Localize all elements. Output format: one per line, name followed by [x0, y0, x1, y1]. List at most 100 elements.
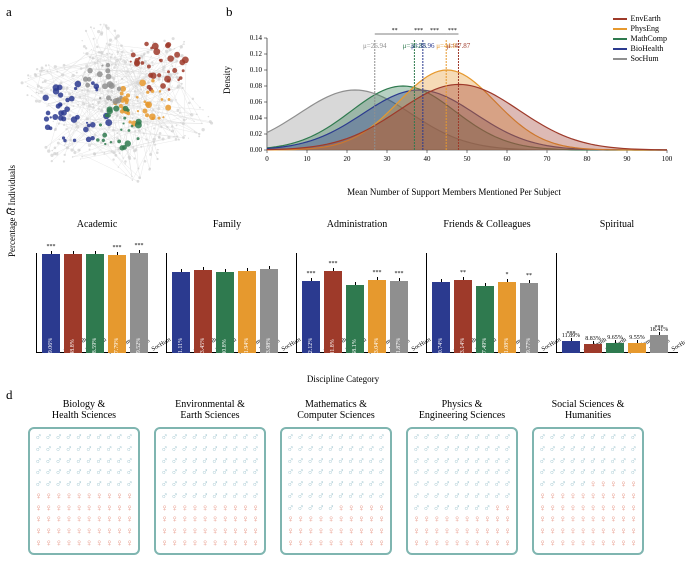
person-icon: ♂ [367, 480, 376, 491]
bar-facet: Spiritual11.89%BioHealth***8.83%EnvEarth… [556, 233, 678, 353]
person-icon: ♀ [568, 538, 577, 549]
person-icon: ♀ [105, 527, 114, 538]
person-icon: ♀ [95, 515, 104, 526]
bar: 83.98% [260, 269, 278, 353]
person-icon: ♀ [367, 515, 376, 526]
person-icon: ♀ [619, 503, 628, 514]
person-icon: ♂ [337, 433, 346, 444]
panel-a-label: a [6, 4, 12, 20]
person-icon: ♀ [115, 527, 124, 538]
person-icon: ♀ [170, 515, 179, 526]
person-icon: ♂ [473, 456, 482, 467]
bar: 11.89% [562, 341, 580, 353]
person-icon: ♂ [337, 468, 346, 479]
person-icon: ♂ [115, 445, 124, 456]
svg-text:**: ** [392, 28, 398, 34]
person-icon: ♂ [629, 433, 638, 444]
person-icon: ♂ [538, 445, 547, 456]
person-icon: ♂ [296, 491, 305, 502]
bar-value-label: 80.8% [222, 339, 228, 355]
person-icon: ♀ [578, 491, 587, 502]
person-icon: ♀ [85, 491, 94, 502]
svg-text:20: 20 [344, 155, 352, 163]
person-icon: ♂ [609, 456, 618, 467]
person-icon: ♂ [64, 456, 73, 467]
person-icon: ♀ [190, 515, 199, 526]
person-icon: ♂ [493, 445, 502, 456]
person-icon: ♂ [357, 433, 366, 444]
bar-facets: Percentage of Individuals Discipline Cat… [18, 215, 668, 380]
person-icon: ♀ [221, 538, 230, 549]
person-icon: ♀ [493, 503, 502, 514]
bar-value-label: 67.49% [482, 338, 488, 357]
person-icon: ♂ [548, 456, 557, 467]
person-icon: ♀ [589, 527, 598, 538]
person-icon: ♂ [74, 433, 83, 444]
pictogram-box: ♂♂♂♂♂♂♂♂♂♂♂♂♂♂♂♂♂♂♂♂♂♂♂♂♂♂♂♂♂♂♂♂♂♂♂♂♂♂♂♂… [154, 427, 266, 555]
person-icon: ♂ [326, 503, 335, 514]
person-icon: ♂ [367, 433, 376, 444]
person-icon: ♂ [316, 445, 325, 456]
person-icon: ♀ [190, 538, 199, 549]
person-icon: ♂ [221, 433, 230, 444]
person-icon: ♂ [493, 433, 502, 444]
person-icon: ♂ [286, 491, 295, 502]
person-icon: ♂ [241, 491, 250, 502]
person-icon: ♂ [432, 468, 441, 479]
x-category: SocHum [671, 337, 685, 353]
person-icon: ♂ [483, 503, 492, 514]
person-icon: ♀ [251, 503, 260, 514]
person-icon: ♂ [568, 433, 577, 444]
legend-item: BioHealth [613, 44, 667, 53]
person-icon: ♂ [180, 456, 189, 467]
person-icon: ♂ [463, 456, 472, 467]
person-icon: ♂ [503, 480, 512, 491]
person-icon: ♀ [241, 527, 250, 538]
person-icon: ♀ [115, 503, 124, 514]
person-icon: ♀ [74, 527, 83, 538]
person-icon: ♂ [548, 480, 557, 491]
person-icon: ♂ [125, 445, 134, 456]
person-icon: ♀ [286, 515, 295, 526]
person-icon: ♀ [85, 515, 94, 526]
pictogram-title: Social Sciences &Humanities [528, 397, 648, 423]
svg-text:μ=38.96: μ=38.96 [411, 42, 435, 50]
person-icon: ♀ [619, 491, 628, 502]
person-icon: ♀ [85, 538, 94, 549]
pictogram-group: Mathematics &Computer Sciences♂♂♂♂♂♂♂♂♂♂… [276, 397, 396, 555]
person-icon: ♂ [54, 433, 63, 444]
person-icon: ♂ [609, 445, 618, 456]
person-icon: ♀ [200, 538, 209, 549]
person-icon: ♀ [538, 538, 547, 549]
person-icon: ♀ [44, 515, 53, 526]
person-icon: ♂ [85, 480, 94, 491]
bar: 98.59% [86, 254, 104, 353]
bar: 73.04% [368, 280, 386, 353]
person-icon: ♂ [231, 456, 240, 467]
person-icon: ♂ [286, 480, 295, 491]
person-icon: ♀ [619, 538, 628, 549]
person-icon: ♀ [34, 538, 43, 549]
person-icon: ♂ [95, 480, 104, 491]
person-icon: ♂ [44, 433, 53, 444]
person-icon: ♂ [432, 491, 441, 502]
person-icon: ♂ [286, 445, 295, 456]
person-icon: ♂ [251, 480, 260, 491]
person-icon: ♂ [306, 445, 315, 456]
person-icon: ♀ [452, 527, 461, 538]
person-icon: ♂ [412, 503, 421, 514]
person-icon: ♀ [95, 491, 104, 502]
person-icon: ♂ [377, 433, 386, 444]
person-icon: ♀ [64, 503, 73, 514]
person-icon: ♂ [568, 468, 577, 479]
bar-value-label: 83.45% [200, 338, 206, 357]
person-icon: ♂ [619, 468, 628, 479]
person-icon: ♀ [589, 538, 598, 549]
person-icon: ♂ [377, 445, 386, 456]
person-icon: ♂ [170, 468, 179, 479]
person-icon: ♂ [64, 433, 73, 444]
person-icon: ♀ [589, 515, 598, 526]
person-icon: ♂ [483, 468, 492, 479]
person-icon: ♂ [44, 468, 53, 479]
person-icon: ♂ [538, 456, 547, 467]
